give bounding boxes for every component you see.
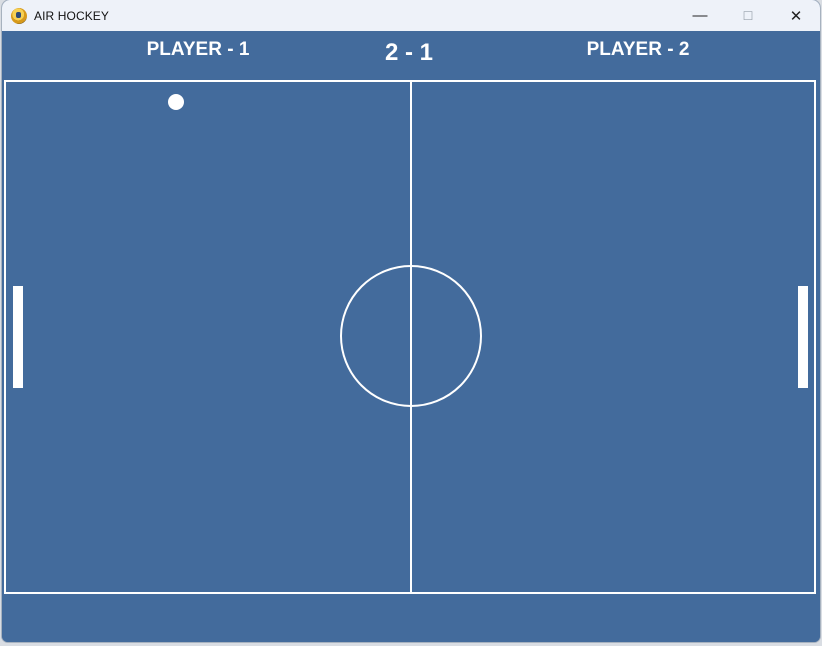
minimize-icon[interactable]: — (692, 7, 708, 24)
app-icon (11, 7, 27, 24)
title-bar[interactable]: AIR HOCKEY — ☐ ✕ (2, 0, 820, 31)
window-title: AIR HOCKEY (34, 8, 110, 23)
score-display: 2 - 1 (384, 39, 434, 66)
puck (168, 94, 184, 110)
player-2-paddle[interactable] (798, 286, 808, 388)
window-controls: — ☐ ✕ (676, 0, 820, 31)
player-1-paddle[interactable] (13, 286, 23, 388)
player-2-label: PLAYER - 2 (586, 39, 690, 60)
center-circle (340, 265, 482, 407)
game-canvas[interactable]: PLAYER - 1 2 - 1 PLAYER - 2 (2, 31, 820, 642)
player-1-label: PLAYER - 1 (146, 39, 250, 60)
maximize-icon[interactable]: ☐ (742, 8, 754, 23)
close-icon[interactable]: ✕ (789, 7, 803, 25)
